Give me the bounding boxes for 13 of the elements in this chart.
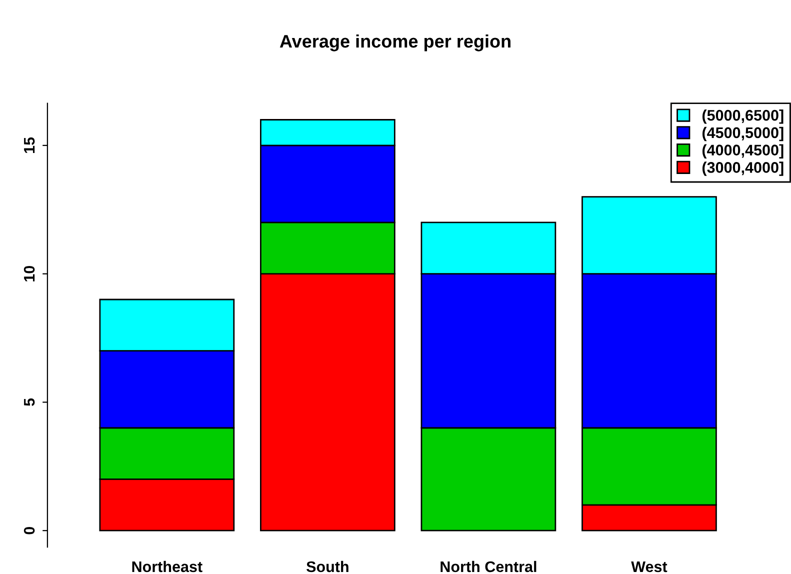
- legend-label: (4500,5000]: [702, 126, 784, 142]
- y-tick-label: 5: [24, 398, 35, 406]
- legend-label: (3000,4000]: [702, 162, 784, 176]
- x-tick-label: North Central: [440, 560, 536, 572]
- x-tick-label: Northeast: [132, 560, 202, 572]
- chart-title: Average income per region: [280, 34, 510, 52]
- x-tick-label: South: [306, 560, 348, 572]
- x-tick-label: West: [631, 561, 668, 572]
- legend-label: (4000,4500]: [702, 144, 784, 159]
- y-tick-label: 0: [24, 526, 35, 534]
- legend-label: (5000,6500]: [702, 110, 784, 124]
- y-tick-label: 10: [24, 266, 35, 282]
- y-tick-label: 15: [24, 137, 35, 153]
